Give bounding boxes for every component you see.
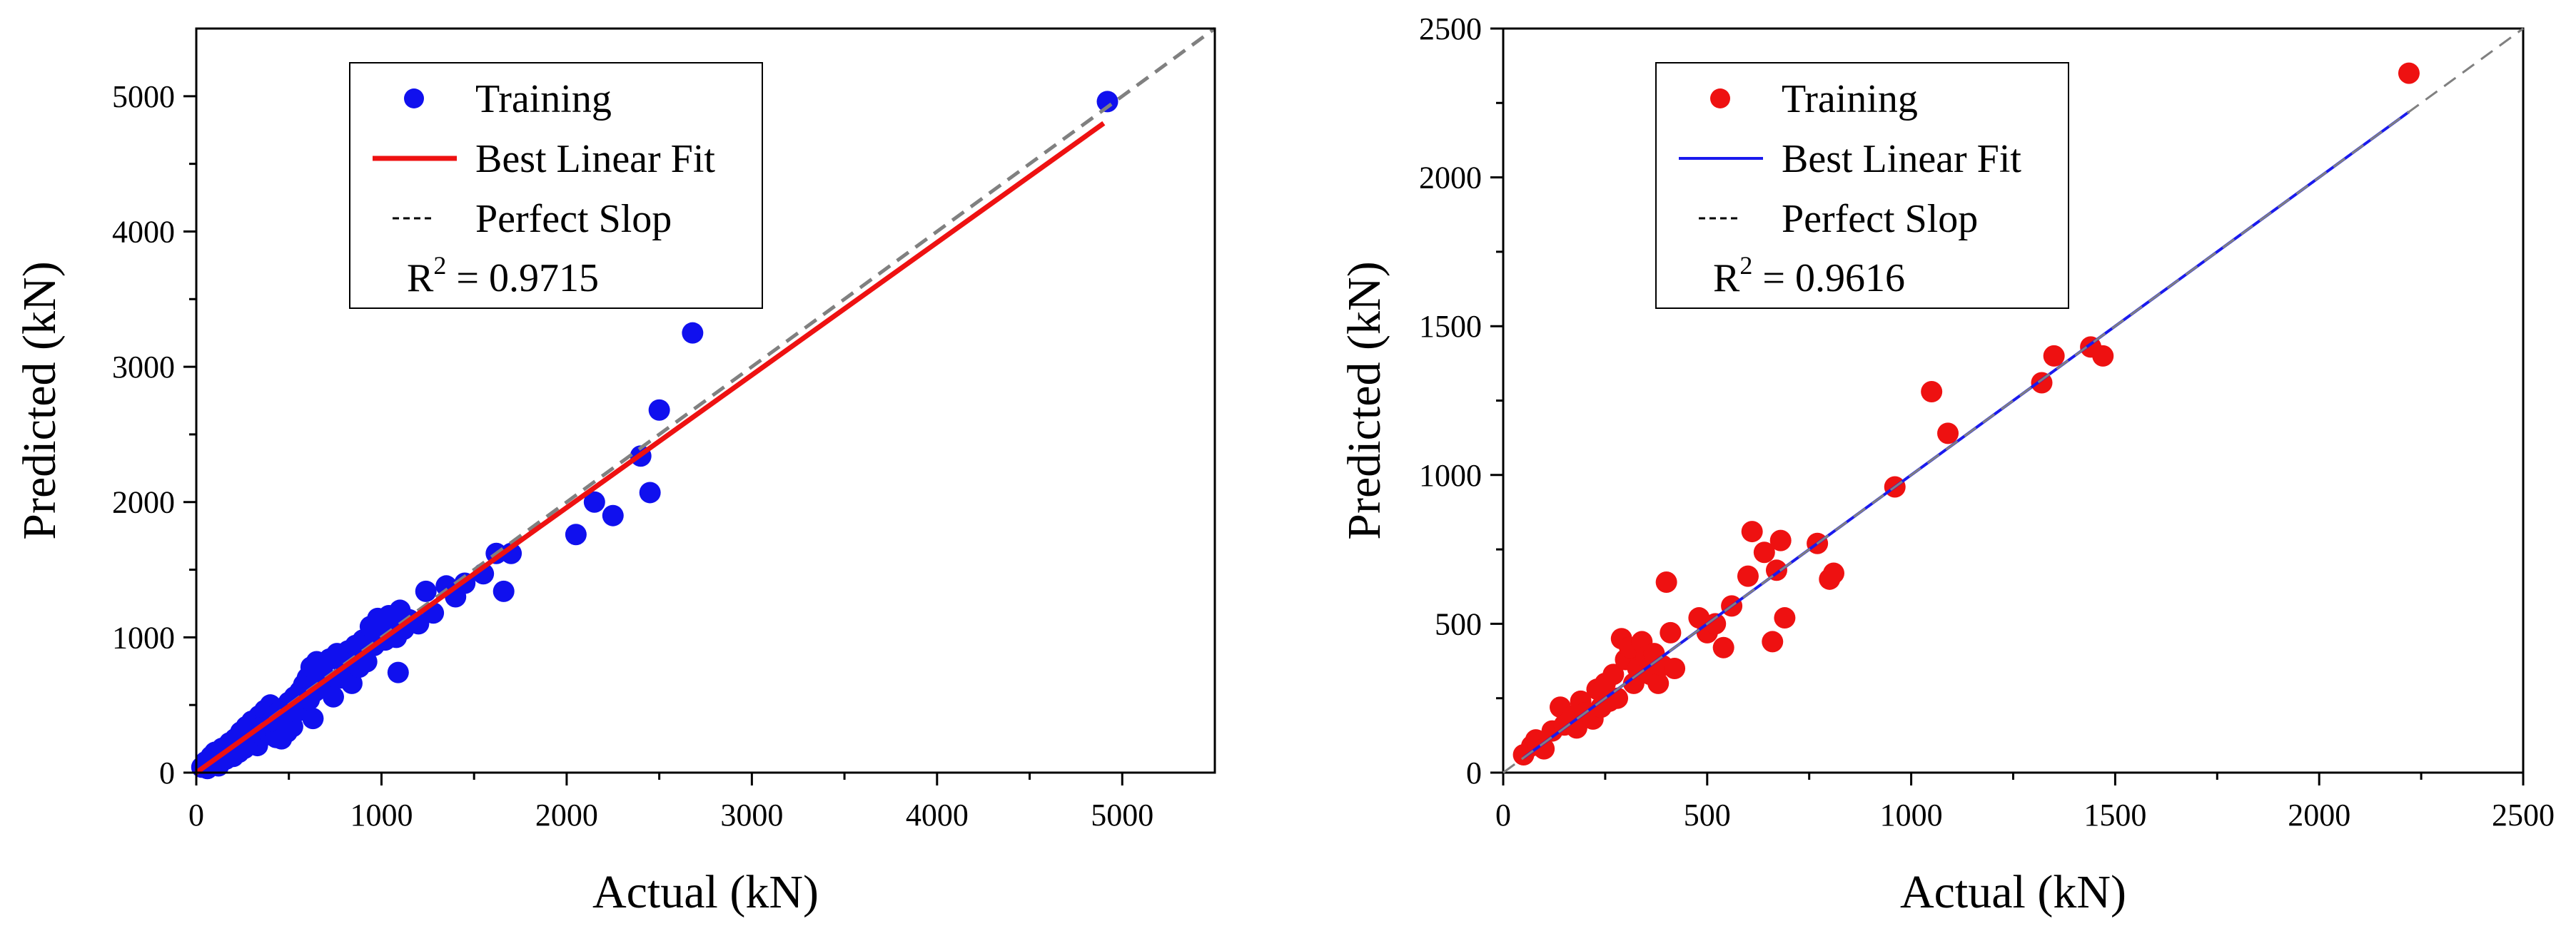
chart-right-point <box>1737 565 1759 587</box>
chart-left-legend-training-label: Training <box>475 77 612 121</box>
chart-right-y-axis-label: Predicted (kN) <box>1338 261 1390 539</box>
chart-right-y-tick-label: 2500 <box>1419 11 1482 46</box>
chart-left-point <box>583 491 605 513</box>
chart-left-r2-superscript: 2 <box>433 251 446 280</box>
chart-right-point <box>2398 62 2420 84</box>
chart-right-legend: Training Best Linear Fit Perfect Slop R2… <box>1655 62 2069 309</box>
chart-right-point <box>1762 631 1784 653</box>
chart-right-point <box>1655 571 1677 593</box>
chart-right-point <box>2043 345 2065 367</box>
chart-left-legend-perfect-label: Perfect Slop <box>475 197 672 241</box>
chart-right-legend-fit-label: Best Linear Fit <box>1782 137 2021 181</box>
chart-right-point <box>1822 562 1844 584</box>
chart-left-point <box>682 322 704 344</box>
chart-right-r2-superscript: 2 <box>1739 251 1752 280</box>
chart-left-x-tick-label: 4000 <box>906 798 969 833</box>
chart-right-point <box>1741 521 1763 543</box>
chart-left-y-tick-label: 2000 <box>112 485 175 520</box>
chart-right-ticks: 0 500 1000 1500 2000 2500 0 500 1000 1500 2000 2500 <box>1419 11 2555 833</box>
chart-right-x-tick-label: 2000 <box>2288 798 2350 833</box>
chart-right-y-tick-label: 1000 <box>1419 458 1482 493</box>
chart-left-point <box>302 708 324 730</box>
chart-left-x-tick-label: 0 <box>188 798 204 833</box>
chart-right-y-tick-label: 500 <box>1435 606 1482 641</box>
chart-left-y-axis-label: Predicted (kN) <box>14 261 66 539</box>
chart-right-r2-prefix: R <box>1713 256 1740 300</box>
chart-left-r2-value: = 0.9715 <box>446 256 599 300</box>
chart-left-r2-prefix: R <box>407 256 434 300</box>
chart-left-point <box>322 686 344 708</box>
chart-right-point <box>1921 380 1943 402</box>
chart-right: 0 500 1000 1500 2000 2500 0 500 1000 1500 2000 2500… <box>1338 11 2555 918</box>
chart-right-x-tick-label: 1500 <box>2083 798 2146 833</box>
chart-right-point <box>1660 621 1682 644</box>
chart-left-ticks: 0 1000 2000 3000 4000 5000 0 1000 2000 3000 4000 50… <box>112 79 1153 833</box>
chart-left-point <box>565 524 587 546</box>
chart-right-x-tick-label: 1000 <box>1880 798 1943 833</box>
chart-right-point <box>1937 422 1959 444</box>
chart-right-x-tick-label: 2500 <box>2492 798 2555 833</box>
chart-left-y-tick-label: 0 <box>159 756 175 790</box>
chart-left: 0 1000 2000 3000 4000 5000 0 1000 2000 3000 4000 50… <box>14 26 1216 918</box>
chart-right-point <box>1753 541 1775 564</box>
chart-left-legend-training-marker <box>404 88 424 108</box>
chart-right-legend-perfect-label: Perfect Slop <box>1782 197 1978 241</box>
chart-right-point <box>1647 672 1670 694</box>
chart-left-y-tick-label: 3000 <box>112 350 175 385</box>
chart-right-y-tick-label: 1500 <box>1419 309 1482 344</box>
chart-left-y-tick-label: 4000 <box>112 214 175 249</box>
chart-left-legend: Training Best Linear Fit Perfect Slop R2… <box>349 62 763 309</box>
chart-right-y-tick-label: 2000 <box>1419 161 1482 195</box>
chart-right-point <box>1712 636 1734 658</box>
chart-left-x-tick-label: 5000 <box>1091 798 1153 833</box>
chart-left-point <box>493 580 515 602</box>
chart-right-r-squared: R2 = 0.9616 <box>1713 251 1905 300</box>
chart-left-point <box>602 504 624 527</box>
chart-right-x-tick-label: 500 <box>1684 798 1731 833</box>
chart-left-y-tick-label: 5000 <box>112 79 175 114</box>
chart-right-r2-value: = 0.9616 <box>1752 256 1905 300</box>
chart-left-point <box>648 399 670 421</box>
chart-right-points <box>1512 62 2420 765</box>
chart-left-r-squared: R2 = 0.9715 <box>407 251 599 300</box>
chart-left-point <box>387 661 409 683</box>
chart-left-point <box>639 482 661 504</box>
chart-left-point <box>415 580 437 602</box>
chart-left-x-tick-label: 3000 <box>720 798 783 833</box>
chart-left-legend-fit-label: Best Linear Fit <box>475 137 715 181</box>
chart-right-x-tick-label: 0 <box>1495 798 1511 833</box>
chart-right-perfect-slope-line <box>1502 27 2524 774</box>
chart-left-best-fit-line <box>194 121 1106 775</box>
chart-right-y-tick-label: 0 <box>1466 756 1482 790</box>
chart-right-point <box>1774 607 1796 629</box>
chart-right-point <box>1664 657 1686 679</box>
chart-right-legend-training-label: Training <box>1782 77 1918 121</box>
chart-right-point <box>1533 738 1555 760</box>
chart-left-x-tick-label: 1000 <box>350 798 413 833</box>
chart-left-x-axis-label: Actual (kN) <box>592 866 819 918</box>
chart-right-legend-training-marker <box>1710 88 1730 108</box>
chart-right-point <box>2092 345 2114 367</box>
chart-right-x-axis-label: Actual (kN) <box>1900 866 2126 918</box>
chart-left-plot-frame <box>195 27 1216 774</box>
chart-left-point <box>340 672 363 694</box>
chart-right-point <box>1602 663 1625 686</box>
chart-right-point <box>1704 613 1727 635</box>
chart-left-x-tick-label: 2000 <box>535 798 598 833</box>
chart-left-point <box>1096 91 1118 113</box>
chart-right-point <box>1769 529 1792 551</box>
chart-left-y-tick-label: 1000 <box>112 620 175 655</box>
